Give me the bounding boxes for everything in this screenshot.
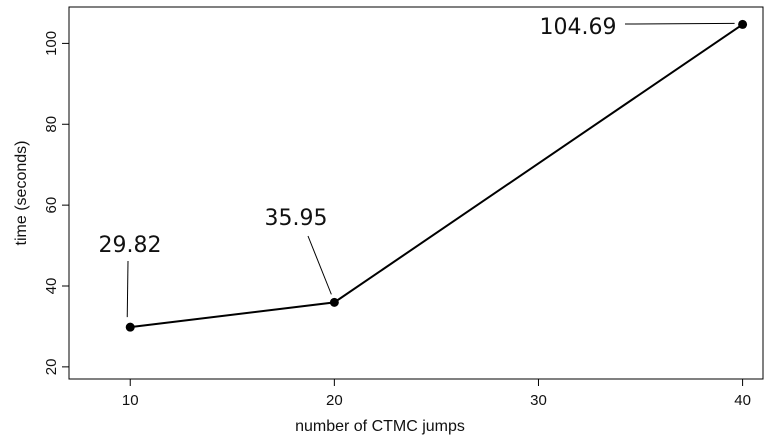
- y-tick-label: 100: [43, 31, 60, 56]
- data-point: [738, 19, 748, 29]
- y-axis-label: time (seconds): [13, 141, 30, 246]
- y-tick-label: 20: [43, 359, 60, 376]
- data-labels: 29.82 35.95 104.69: [99, 15, 735, 318]
- data-point: [125, 322, 135, 332]
- plot-frame: [68, 6, 764, 380]
- y-tick-label: 80: [43, 116, 60, 133]
- y-axis: 20 40 60 80 100: [43, 31, 70, 376]
- data-label: 104.69: [540, 15, 617, 40]
- leader-line: [126, 260, 129, 318]
- data-label: 35.95: [265, 206, 328, 231]
- x-tick-label: 30: [530, 392, 547, 409]
- x-tick-label: 10: [122, 392, 139, 409]
- data-label: 29.82: [99, 233, 162, 258]
- x-axis-label: number of CTMC jumps: [295, 418, 465, 435]
- leader-line: [624, 22, 735, 25]
- data-point: [329, 297, 339, 307]
- leader-line: [307, 235, 332, 295]
- x-axis: 10 20 30 40: [122, 378, 751, 409]
- series-polyline: [130, 23, 744, 329]
- series-line: [125, 19, 748, 332]
- x-tick-label: 20: [326, 392, 343, 409]
- y-tick-label: 60: [43, 197, 60, 214]
- x-tick-label: 40: [734, 392, 751, 409]
- y-tick-label: 40: [43, 278, 60, 295]
